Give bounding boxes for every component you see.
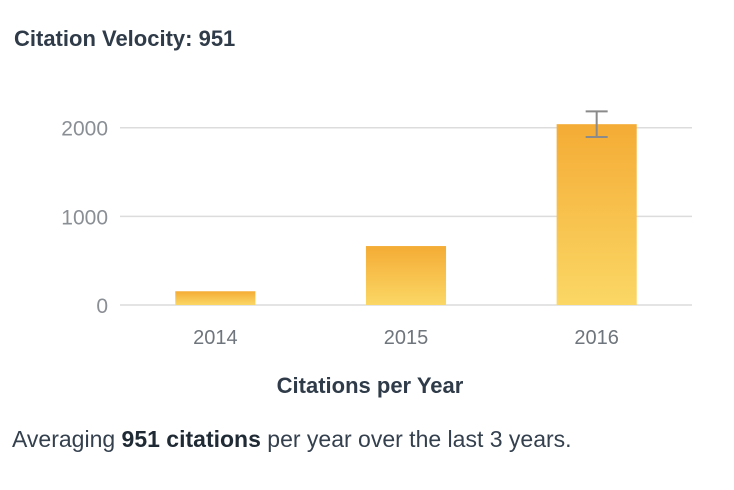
x-axis-title: Citations per Year	[277, 373, 464, 398]
bar-2014	[175, 291, 256, 305]
y-tick-label-0: 0	[96, 295, 108, 318]
bar-2015	[365, 246, 447, 305]
y-tick-label-1000: 1000	[61, 206, 108, 229]
citations-bar-chart: 0 1000 2000 2014 2015 2016 Citations per Yea…	[61, 110, 692, 398]
summary-suffix: per year over the last 3 years.	[260, 426, 572, 452]
y-tick-label-2000: 2000	[61, 118, 108, 141]
x-tick-label-2014: 2014	[193, 327, 238, 349]
summary-highlight: 951 citations	[121, 426, 261, 452]
chart-title: Citation Velocity: 951	[14, 26, 236, 51]
x-tick-label-2015: 2015	[384, 327, 429, 349]
summary-prefix: Averaging	[12, 426, 122, 452]
x-tick-label-2016: 2016	[574, 327, 619, 349]
bar-2016	[556, 124, 637, 305]
summary-text: Averaging 951 citations per year over th…	[12, 426, 572, 453]
